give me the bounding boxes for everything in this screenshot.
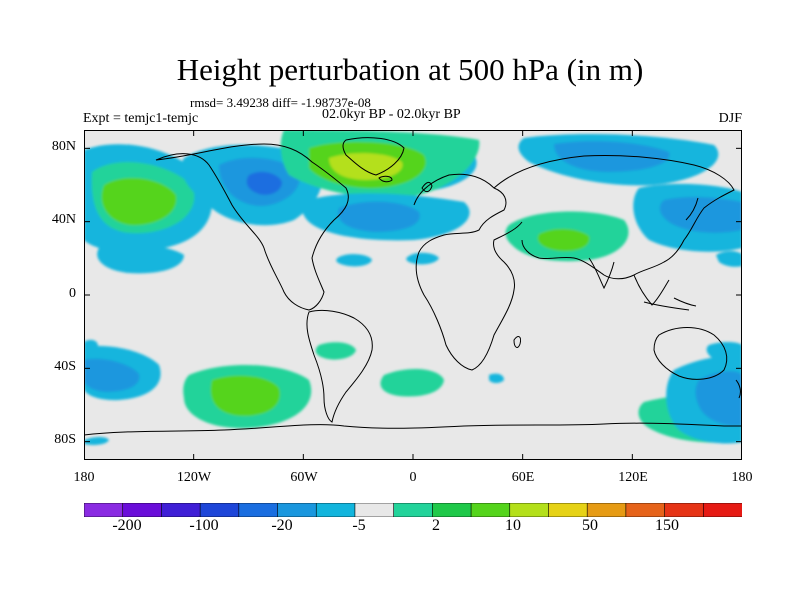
lat-tick-label: 0 bbox=[69, 286, 76, 301]
coast-japan bbox=[685, 197, 699, 221]
experiment-label: Expt = temjc1-temjc bbox=[83, 111, 199, 126]
coast-north-america bbox=[155, 143, 349, 311]
contour-pos-mid bbox=[101, 177, 177, 226]
colorbar-label: 150 bbox=[655, 517, 679, 534]
contour-neg-mid bbox=[338, 201, 420, 232]
lat-tick-label: 40S bbox=[54, 359, 76, 374]
colorbar-label: -100 bbox=[189, 517, 219, 534]
coast-madagascar bbox=[513, 336, 521, 348]
lon-tick-label: 0 bbox=[409, 470, 417, 485]
contour-neg-weak bbox=[97, 244, 184, 274]
stats-line: rmsd= 3.49238 diff= -1.98737e-08 bbox=[190, 95, 371, 110]
colorbar-cell bbox=[354, 503, 395, 517]
contour-neg-mid bbox=[554, 141, 670, 172]
contour-neg-mid bbox=[695, 371, 742, 426]
colorbar-cell bbox=[277, 503, 317, 517]
colorbar-cell bbox=[238, 503, 279, 517]
contour-pos-mid bbox=[210, 375, 280, 416]
contour-neg-weak bbox=[336, 254, 372, 267]
contour-pos-mid bbox=[537, 228, 590, 252]
lon-tick-label: 60W bbox=[290, 470, 318, 485]
contour-pos-strong bbox=[329, 153, 403, 180]
lon-tick-label: 180 bbox=[731, 470, 753, 485]
contour-neg-weak bbox=[84, 339, 98, 355]
coastlines bbox=[84, 137, 742, 436]
colorbar-label: -200 bbox=[112, 517, 142, 534]
colorbar bbox=[84, 503, 742, 517]
map-ticks bbox=[84, 130, 742, 460]
coast-greenland bbox=[342, 137, 405, 176]
contour-pos-weak bbox=[380, 368, 444, 397]
colorbar-cell bbox=[509, 503, 550, 517]
lon-tick-label: 60E bbox=[511, 470, 535, 485]
colorbar-cell bbox=[199, 503, 240, 517]
colorbar-cell bbox=[161, 503, 201, 517]
colorbar-cell bbox=[470, 503, 511, 517]
lon-tick-label: 120E bbox=[618, 470, 648, 485]
contour-neg-mid bbox=[659, 196, 742, 233]
colorbar-label: 50 bbox=[582, 517, 598, 534]
colorbar-cell bbox=[84, 503, 124, 517]
coast-se-asia bbox=[633, 274, 670, 306]
colorbar-cell bbox=[122, 503, 163, 517]
colorbar-label: 10 bbox=[505, 517, 521, 534]
coast-asia bbox=[493, 154, 735, 280]
period-label: 02.0kyr BP - 02.0kyr BP bbox=[322, 107, 461, 122]
colorbar-cell bbox=[393, 503, 433, 517]
coast-south-america bbox=[306, 309, 373, 423]
colorbar-cell bbox=[432, 503, 472, 517]
contour-neg-weak bbox=[406, 252, 439, 265]
colorbar-cell bbox=[664, 503, 704, 517]
contour-neg-weak bbox=[716, 251, 742, 267]
coast-new-zealand bbox=[735, 379, 741, 399]
map-plot bbox=[84, 130, 742, 460]
colorbar-label: -5 bbox=[352, 517, 366, 534]
contour-neg-weak bbox=[706, 341, 742, 365]
chart-title: Height perturbation at 500 hPa (in m) bbox=[176, 52, 644, 87]
coast-antarctica bbox=[84, 422, 742, 436]
season-label: DJF bbox=[718, 111, 742, 126]
colorbar-cell bbox=[702, 503, 742, 517]
coast-indonesia bbox=[643, 297, 697, 311]
coast-australia bbox=[653, 327, 728, 380]
colorbar-cell bbox=[586, 503, 627, 517]
coast-uk bbox=[421, 181, 433, 193]
lon-tick-label: 120W bbox=[176, 470, 212, 485]
contour-pos-weak bbox=[315, 342, 356, 360]
lat-tick-label: 80S bbox=[54, 432, 76, 447]
lat-tick-label: 40N bbox=[51, 212, 76, 227]
colorbar-cell bbox=[625, 503, 666, 517]
colorbar-label: -20 bbox=[271, 517, 293, 534]
contour-neg-strong bbox=[246, 171, 282, 195]
colorbar-label: 2 bbox=[432, 517, 440, 534]
lon-tick-label: 180 bbox=[73, 470, 95, 485]
coast-europe-africa bbox=[413, 173, 523, 371]
coast-india bbox=[588, 257, 615, 290]
contour-neg-weak bbox=[489, 373, 504, 383]
lat-tick-label: 80N bbox=[51, 139, 76, 154]
colorbar-cell bbox=[315, 503, 356, 517]
colorbar-cell bbox=[548, 503, 588, 517]
coast-iceland bbox=[378, 175, 393, 183]
contour-neg-weak bbox=[84, 437, 109, 445]
contour-neg-mid bbox=[84, 358, 140, 392]
